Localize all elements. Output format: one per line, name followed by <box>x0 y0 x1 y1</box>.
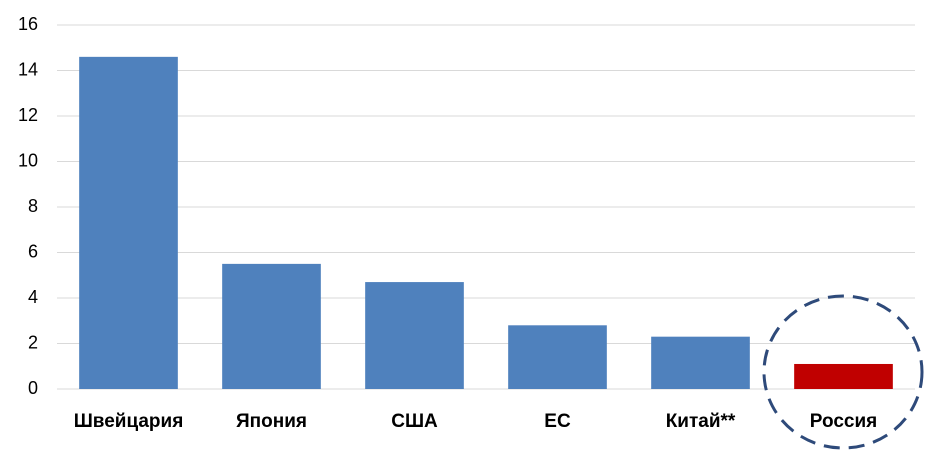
bar <box>79 56 178 389</box>
y-tick-label: 6 <box>28 241 38 261</box>
bar <box>794 363 893 389</box>
bar <box>222 263 321 389</box>
x-tick-label: США <box>391 411 438 432</box>
x-tick-label: Россия <box>810 411 877 432</box>
highlight-circle <box>762 294 924 450</box>
y-tick-label: 12 <box>18 105 38 125</box>
x-tick-label: ЕС <box>544 411 571 432</box>
bar <box>508 325 607 389</box>
y-tick-label: 8 <box>28 196 38 216</box>
bar <box>365 282 464 389</box>
x-tick-label: Япония <box>236 411 307 432</box>
bar <box>651 336 750 389</box>
y-tick-label: 16 <box>18 14 38 34</box>
y-tick-label: 14 <box>18 59 38 79</box>
x-tick-label: Швейцария <box>74 411 184 432</box>
y-tick-label: 0 <box>28 378 38 398</box>
x-tick-label: Китай** <box>666 411 736 432</box>
y-tick-label: 2 <box>28 332 38 352</box>
y-tick-label: 10 <box>18 150 38 170</box>
y-tick-label: 4 <box>28 287 38 307</box>
